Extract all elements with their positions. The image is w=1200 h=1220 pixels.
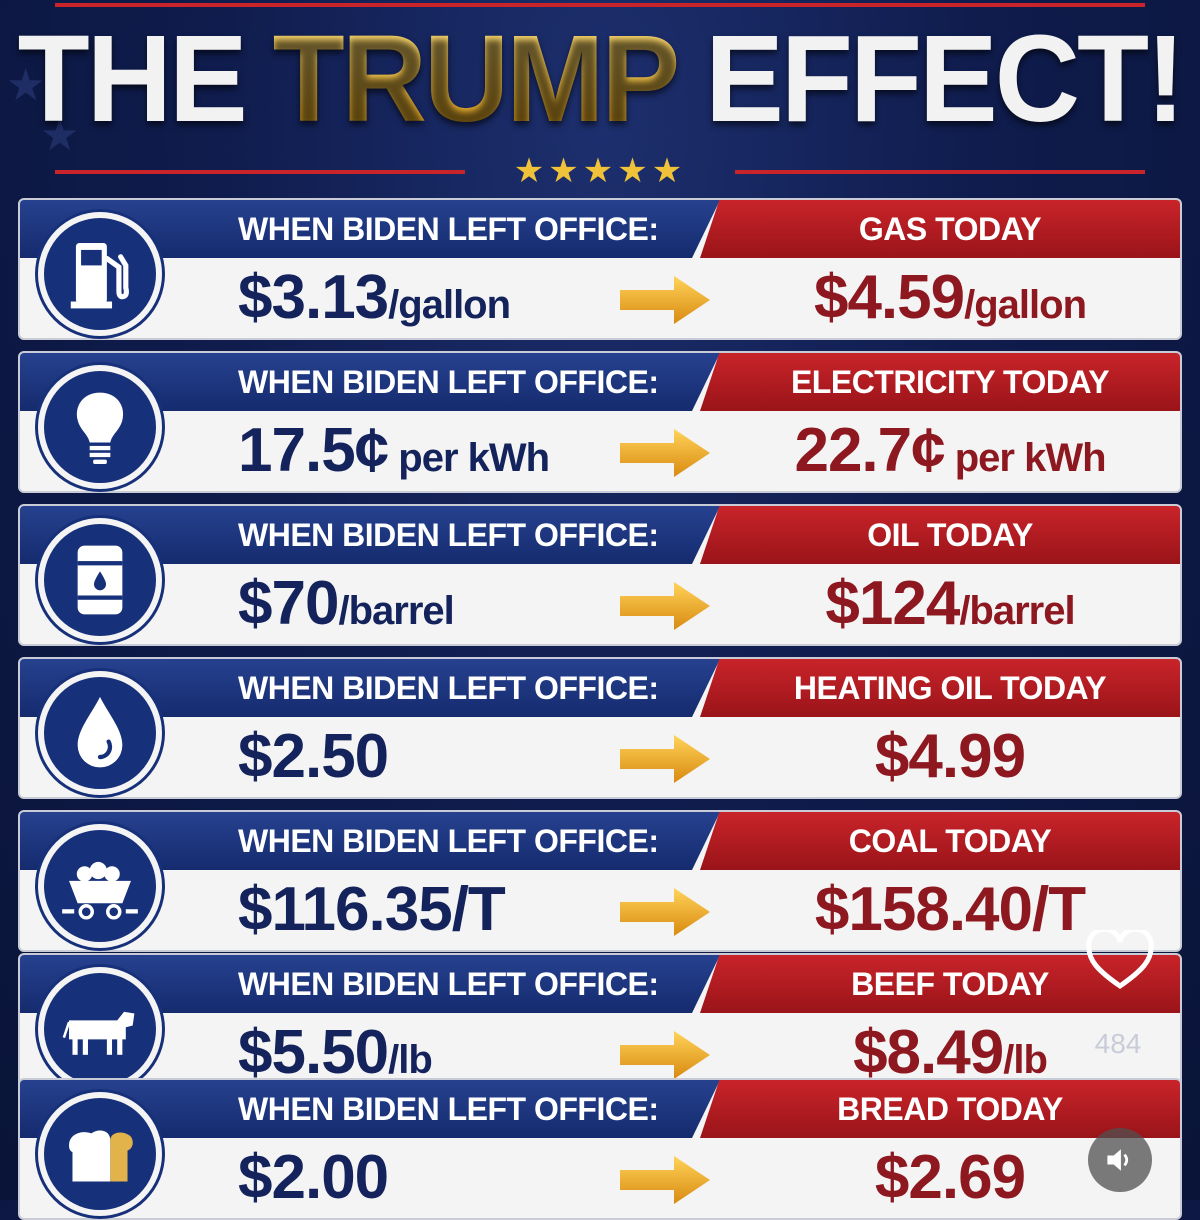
left-value: 17.5¢ per kWh	[238, 411, 618, 491]
right-unit: per kWh	[944, 436, 1107, 480]
label-band-red	[700, 955, 1180, 1013]
right-amount: $4.59	[813, 263, 965, 332]
left-value: $70/barrel	[238, 564, 618, 644]
right-label: ELECTRICITY TODAY	[790, 364, 1110, 400]
bread-icon	[38, 1092, 162, 1216]
right-unit: /lb	[1003, 1038, 1048, 1082]
left-value: $2.50	[238, 717, 618, 797]
right-value: $4.59/gallon	[720, 258, 1180, 338]
comparison-row-gas: WHEN BIDEN LEFT OFFICE: GAS TODAY $3.13/…	[18, 198, 1182, 340]
arrow-right-icon	[620, 582, 710, 630]
arrow-right-icon	[620, 1031, 710, 1079]
left-amount: $2.00	[238, 1143, 389, 1212]
right-label: OIL TODAY	[867, 517, 1033, 553]
left-label: WHEN BIDEN LEFT OFFICE:	[238, 364, 659, 400]
row-card: WHEN BIDEN LEFT OFFICE: COAL TODAY $116.…	[18, 810, 1182, 952]
label-band-red	[700, 812, 1180, 870]
left-label: WHEN BIDEN LEFT OFFICE:	[238, 670, 659, 706]
left-unit: /lb	[388, 1038, 433, 1082]
coal-cart-icon	[38, 824, 162, 948]
left-unit: /gallon	[388, 283, 511, 327]
left-unit: per kWh	[388, 436, 550, 480]
left-label: WHEN BIDEN LEFT OFFICE:	[238, 966, 659, 1002]
arrow-right-icon	[620, 888, 710, 936]
left-amount: 17.5¢	[238, 416, 389, 485]
like-heart-icon[interactable]	[1085, 930, 1155, 990]
gas-pump-icon	[38, 212, 162, 336]
right-label: BEEF TODAY	[851, 966, 1049, 1002]
row-card: WHEN BIDEN LEFT OFFICE: BEEF TODAY $5.50…	[18, 953, 1182, 1095]
arrow-right-icon	[620, 1156, 710, 1204]
left-amount: $5.50	[238, 1018, 389, 1087]
right-value: 22.7¢ per kWh	[720, 411, 1180, 491]
title-word-effect: EFFECT!	[705, 9, 1185, 149]
comparison-row-bread: WHEN BIDEN LEFT OFFICE: BREAD TODAY $2.0…	[18, 1078, 1182, 1220]
left-amount: $116.35/T	[238, 875, 506, 944]
title-rule-left	[55, 170, 465, 174]
cow-icon	[38, 967, 162, 1091]
right-amount: $158.40/T	[814, 875, 1086, 944]
arrow-right-icon	[620, 429, 710, 477]
left-label: WHEN BIDEN LEFT OFFICE:	[238, 517, 659, 553]
right-value: $158.40/T	[720, 870, 1180, 950]
right-value: $8.49/lb	[720, 1013, 1180, 1093]
right-label: BREAD TODAY	[837, 1091, 1063, 1127]
label-band-red	[700, 353, 1180, 411]
row-card: WHEN BIDEN LEFT OFFICE: OIL TODAY $70/ba…	[18, 504, 1182, 646]
right-label: GAS TODAY	[858, 211, 1042, 247]
left-value: $3.13/gallon	[238, 258, 618, 338]
left-label: WHEN BIDEN LEFT OFFICE:	[238, 211, 659, 247]
title-rule-right	[735, 170, 1145, 174]
right-label: COAL TODAY	[848, 823, 1052, 859]
top-rule	[55, 3, 1145, 7]
right-value: $124/barrel	[720, 564, 1180, 644]
right-unit: /barrel	[959, 589, 1075, 633]
audio-toggle-button[interactable]	[1088, 1128, 1152, 1192]
left-amount: $3.13	[238, 263, 389, 332]
like-count: 484	[1094, 1028, 1142, 1059]
comparison-row-oil: WHEN BIDEN LEFT OFFICE: OIL TODAY $70/ba…	[18, 504, 1182, 646]
page-title: THE TRUMP EFFECT!	[0, 0, 1200, 158]
arrow-right-icon	[620, 276, 710, 324]
background-star-icon: ★	[6, 61, 46, 110]
label-band-red	[700, 506, 1180, 564]
right-amount: $4.99	[874, 722, 1026, 791]
right-unit: /gallon	[964, 283, 1087, 327]
left-unit: /barrel	[338, 589, 454, 633]
left-label: WHEN BIDEN LEFT OFFICE:	[238, 1091, 659, 1127]
left-value: $5.50/lb	[238, 1013, 618, 1093]
background-star-icon: ★	[40, 111, 80, 160]
row-card: WHEN BIDEN LEFT OFFICE: HEATING OIL TODA…	[18, 657, 1182, 799]
row-card: WHEN BIDEN LEFT OFFICE: BREAD TODAY $2.0…	[18, 1078, 1182, 1220]
left-label: WHEN BIDEN LEFT OFFICE:	[238, 823, 659, 859]
oil-drop-icon	[38, 671, 162, 795]
row-card: WHEN BIDEN LEFT OFFICE: ELECTRICITY TODA…	[18, 351, 1182, 493]
row-card: WHEN BIDEN LEFT OFFICE: GAS TODAY $3.13/…	[18, 198, 1182, 340]
right-label: HEATING OIL TODAY	[793, 670, 1107, 706]
comparison-row-heating-oil: WHEN BIDEN LEFT OFFICE: HEATING OIL TODA…	[18, 657, 1182, 799]
right-amount: $2.69	[874, 1143, 1026, 1212]
stars-icon: ★★★★★	[513, 152, 687, 190]
right-amount: $8.49	[853, 1018, 1004, 1087]
comparison-row-electricity: WHEN BIDEN LEFT OFFICE: ELECTRICITY TODA…	[18, 351, 1182, 493]
right-value: $4.99	[720, 717, 1180, 797]
light-bulb-icon	[38, 365, 162, 489]
label-band-red	[700, 200, 1180, 258]
comparison-row-beef: WHEN BIDEN LEFT OFFICE: BEEF TODAY $5.50…	[18, 953, 1182, 1095]
oil-barrel-icon	[38, 518, 162, 642]
left-amount: $70	[238, 569, 339, 638]
arrow-right-icon	[620, 735, 710, 783]
label-band-red	[700, 659, 1180, 717]
title-word-the: THE	[17, 9, 248, 149]
speaker-muted-icon	[1107, 1149, 1129, 1171]
left-value: $116.35/T	[238, 870, 618, 950]
label-band-red	[700, 1080, 1180, 1138]
title-word-trump: TRUMP	[272, 9, 681, 149]
right-amount: 22.7¢	[794, 416, 945, 485]
right-amount: $124	[825, 569, 960, 638]
left-amount: $2.50	[238, 722, 389, 791]
comparison-row-coal: WHEN BIDEN LEFT OFFICE: COAL TODAY $116.…	[18, 810, 1182, 952]
left-value: $2.00	[238, 1138, 618, 1218]
